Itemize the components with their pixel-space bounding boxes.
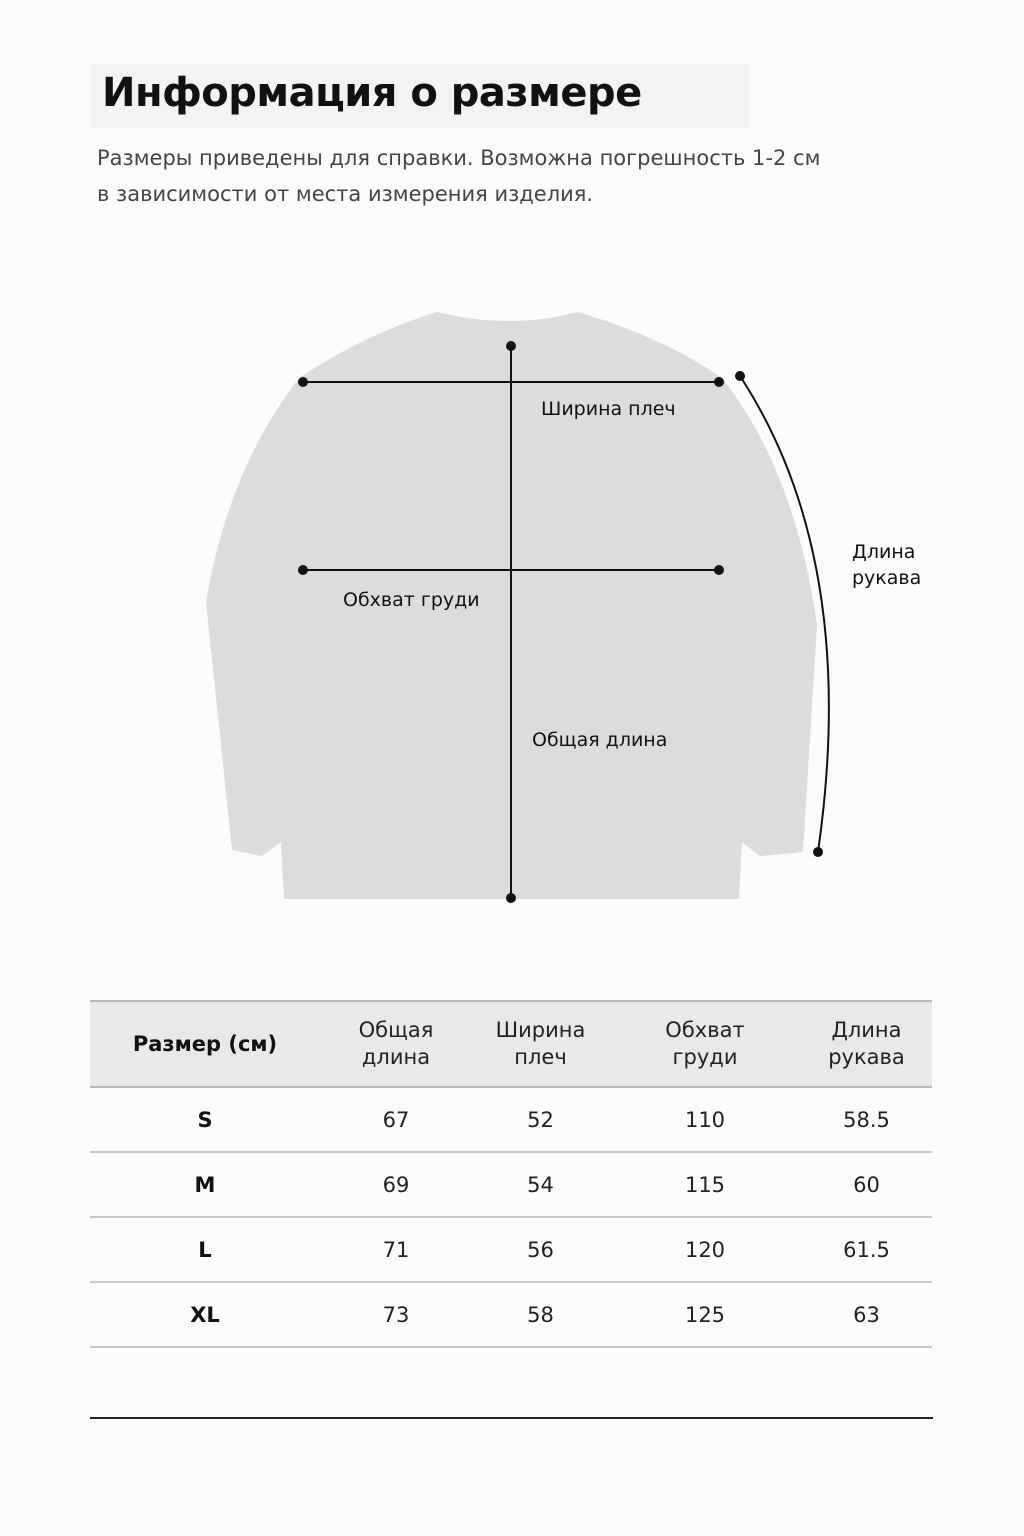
value-cell: 54 (472, 1152, 609, 1218)
value-cell: 61.5 (801, 1217, 932, 1283)
value-cell: 115 (609, 1152, 801, 1218)
header-size: Размер (см) (90, 1000, 320, 1088)
table-header-row: Размер (см) Общая длина Ширина плеч Обхват… (90, 1000, 932, 1088)
chest-right-dot (714, 565, 724, 575)
size-cell: XL (90, 1282, 320, 1348)
value-cell: 56 (472, 1217, 609, 1283)
page-title: Информация о размере (102, 70, 642, 116)
header-line-1: Длина (831, 1018, 902, 1042)
value-cell: 73 (320, 1282, 472, 1348)
value-cell: 58.5 (801, 1087, 932, 1153)
header-line-2: груди (672, 1045, 738, 1069)
value-cell: 67 (320, 1087, 472, 1153)
sleeve-arc (739, 375, 830, 853)
value-cell: 110 (609, 1087, 801, 1153)
sleeve-label-line-2: рукава (852, 567, 922, 589)
header-line-1: Общая (358, 1018, 434, 1042)
value-cell: 120 (609, 1217, 801, 1283)
size-cell: S (90, 1087, 320, 1153)
header-size-label: Размер (см) (132, 1031, 278, 1056)
value-cell: 71 (320, 1217, 472, 1283)
bottom-divider (90, 1417, 933, 1419)
sleeve-top-dot (735, 371, 745, 381)
value-cell: 60 (801, 1152, 932, 1218)
header-line-2: плеч (514, 1045, 567, 1069)
header-line-2: рукава (828, 1045, 905, 1069)
value-cell: 69 (320, 1152, 472, 1218)
shoulder-left-dot (298, 377, 308, 387)
value-cell: 58 (472, 1282, 609, 1348)
value-cell: 125 (609, 1282, 801, 1348)
size-cell: L (90, 1217, 320, 1283)
header-total-length: Общая длина (320, 1000, 472, 1088)
header-line-2: длина (361, 1045, 431, 1069)
size-cell: M (90, 1152, 320, 1218)
sleeve-label-line-1: Длина (852, 541, 916, 563)
header-chest: Обхват груди (609, 1000, 801, 1088)
header-shoulder-width: Ширина плеч (472, 1000, 609, 1088)
title-banner: Информация о размере (90, 64, 750, 128)
measurement-diagram (206, 312, 830, 903)
length-top-dot (506, 341, 516, 351)
value-cell: 52 (472, 1087, 609, 1153)
shoulder-right-dot (714, 377, 724, 387)
table-row: XL 73 58 125 63 (90, 1282, 932, 1348)
value-cell: 63 (801, 1282, 932, 1348)
subtitle-line-1: Размеры приведены для справки. Возможна … (97, 146, 821, 170)
table-row: M 69 54 115 60 (90, 1152, 932, 1218)
chest-label: Обхват груди (343, 589, 480, 611)
size-table: Размер (см) Общая длина Ширина плеч Обхват… (90, 1000, 932, 1348)
sleeve-bottom-dot (813, 847, 823, 857)
subtitle-line-2: в зависимости от места измерения изделия… (97, 182, 594, 206)
sleeve-label: Длина рукава (852, 539, 921, 591)
shoulder-label: Ширина плеч (541, 398, 676, 420)
header-line-1: Ширина (495, 1018, 586, 1042)
subtitle: Размеры приведены для справки. Возможна … (97, 140, 957, 212)
length-bottom-dot (506, 893, 516, 903)
length-label: Общая длина (532, 729, 668, 751)
chest-left-dot (298, 565, 308, 575)
header-line-1: Обхват (665, 1018, 745, 1042)
table-row: S 67 52 110 58.5 (90, 1087, 932, 1153)
table-row: L 71 56 120 61.5 (90, 1217, 932, 1283)
header-sleeve-length: Длина рукава (801, 1000, 932, 1088)
